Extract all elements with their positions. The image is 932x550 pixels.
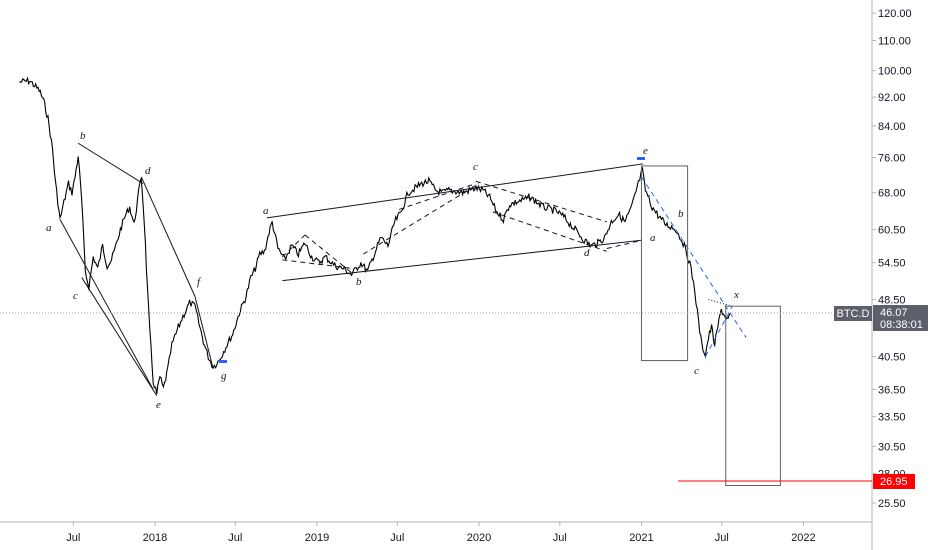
x-tick-label: 2022 xyxy=(791,532,815,544)
dashed-trend-line[interactable] xyxy=(282,259,354,270)
target-price-badge: 26.95 xyxy=(873,474,915,489)
price-layer xyxy=(19,76,731,394)
y-tick-label: 33.50 xyxy=(878,412,906,424)
target-price-value: 26.95 xyxy=(880,476,908,488)
x-tick-label: 2019 xyxy=(305,532,329,544)
drawings-layer xyxy=(59,142,781,487)
wave-label: e xyxy=(156,399,161,411)
y-tick-label: 40.50 xyxy=(878,352,906,364)
x-tick-label: 2021 xyxy=(629,532,653,544)
wave-label: f xyxy=(197,276,202,288)
y-tick-label: 68.00 xyxy=(878,188,906,200)
wave-label: c xyxy=(473,161,478,173)
dashed-trend-line[interactable] xyxy=(475,180,607,223)
wave-labels: a b c d e f g a b c d e a b c x xyxy=(46,130,739,411)
y-tick-label: 25.50 xyxy=(878,498,906,510)
y-tick-label: 84.00 xyxy=(878,121,906,133)
y-tick-label: 76.00 xyxy=(878,153,906,165)
x-tick-label: Jul xyxy=(228,532,242,544)
wave-label: b xyxy=(678,208,684,220)
wave-label: g xyxy=(221,370,227,382)
wave-label: e xyxy=(643,145,648,157)
x-tick-label: 2018 xyxy=(143,532,167,544)
countdown-value: 08:38:01 xyxy=(880,319,923,331)
wave-label: c xyxy=(694,365,699,377)
y-tick-label: 36.50 xyxy=(878,385,906,397)
wave-label: a xyxy=(650,232,656,244)
blue-dashed-trend-line[interactable] xyxy=(704,305,733,357)
trend-line[interactable] xyxy=(59,219,154,390)
target-price-box xyxy=(873,474,915,489)
pivot-marker xyxy=(637,157,645,160)
trend-line[interactable] xyxy=(81,277,158,396)
trend-line[interactable] xyxy=(194,296,214,369)
trend-line[interactable] xyxy=(140,176,196,297)
wave-label: b xyxy=(356,276,362,288)
trend-line[interactable] xyxy=(77,142,144,184)
trend-line[interactable] xyxy=(282,239,642,282)
wave-label: a xyxy=(263,205,269,217)
last-price-value: 46.07 xyxy=(880,307,908,319)
y-tick-label: 120.00 xyxy=(878,8,912,20)
x-tick-label: 2020 xyxy=(467,532,491,544)
wave-label: d xyxy=(145,165,151,177)
symbol-tag xyxy=(834,306,872,321)
wave-label: c xyxy=(73,290,78,302)
x-tick-label: Jul xyxy=(390,532,404,544)
x-tick-label: Jul xyxy=(553,532,567,544)
x-tick-label: Jul xyxy=(66,532,80,544)
dashed-trend-line[interactable] xyxy=(304,234,355,275)
price-series xyxy=(19,76,731,394)
last-price-badge: BTC.D 46.07 08:38:01 xyxy=(834,305,928,331)
symbol-tag-text: BTC.D xyxy=(837,308,870,320)
box-drawing[interactable] xyxy=(640,165,689,362)
dashed-trend-line[interactable] xyxy=(398,183,477,210)
dashed-trend-line[interactable] xyxy=(492,211,607,252)
y-tick-label: 60.50 xyxy=(878,225,906,237)
y-tick-label: 48.50 xyxy=(878,295,906,307)
time-axis[interactable]: Jul 2018 Jul 2019 Jul 2020 Jul 2021 Jul 2022 xyxy=(66,522,816,544)
blue-dashed-trend-line[interactable] xyxy=(641,176,747,338)
y-tick-label: 100.00 xyxy=(878,66,912,78)
dashed-trend-line[interactable] xyxy=(606,239,642,250)
price-axis[interactable]: 120.00 110.00 100.00 92.00 84.00 76.00 68.00 60… xyxy=(872,8,912,510)
y-tick-label: 30.50 xyxy=(878,441,906,453)
wave-label: a xyxy=(46,222,52,234)
wave-label: b xyxy=(80,130,86,142)
y-tick-label: 54.50 xyxy=(878,258,906,270)
box-drawing[interactable] xyxy=(725,305,781,487)
wave-label: d xyxy=(584,247,590,259)
last-price-box xyxy=(873,305,928,331)
x-tick-label: Jul xyxy=(715,532,729,544)
pivot-marker xyxy=(219,360,227,363)
wave-label: x xyxy=(733,289,739,301)
dashed-trend-line[interactable] xyxy=(362,183,480,255)
y-tick-label: 92.00 xyxy=(878,92,906,104)
y-tick-label: 110.00 xyxy=(878,36,911,48)
dotted-trend-line[interactable] xyxy=(708,299,733,307)
